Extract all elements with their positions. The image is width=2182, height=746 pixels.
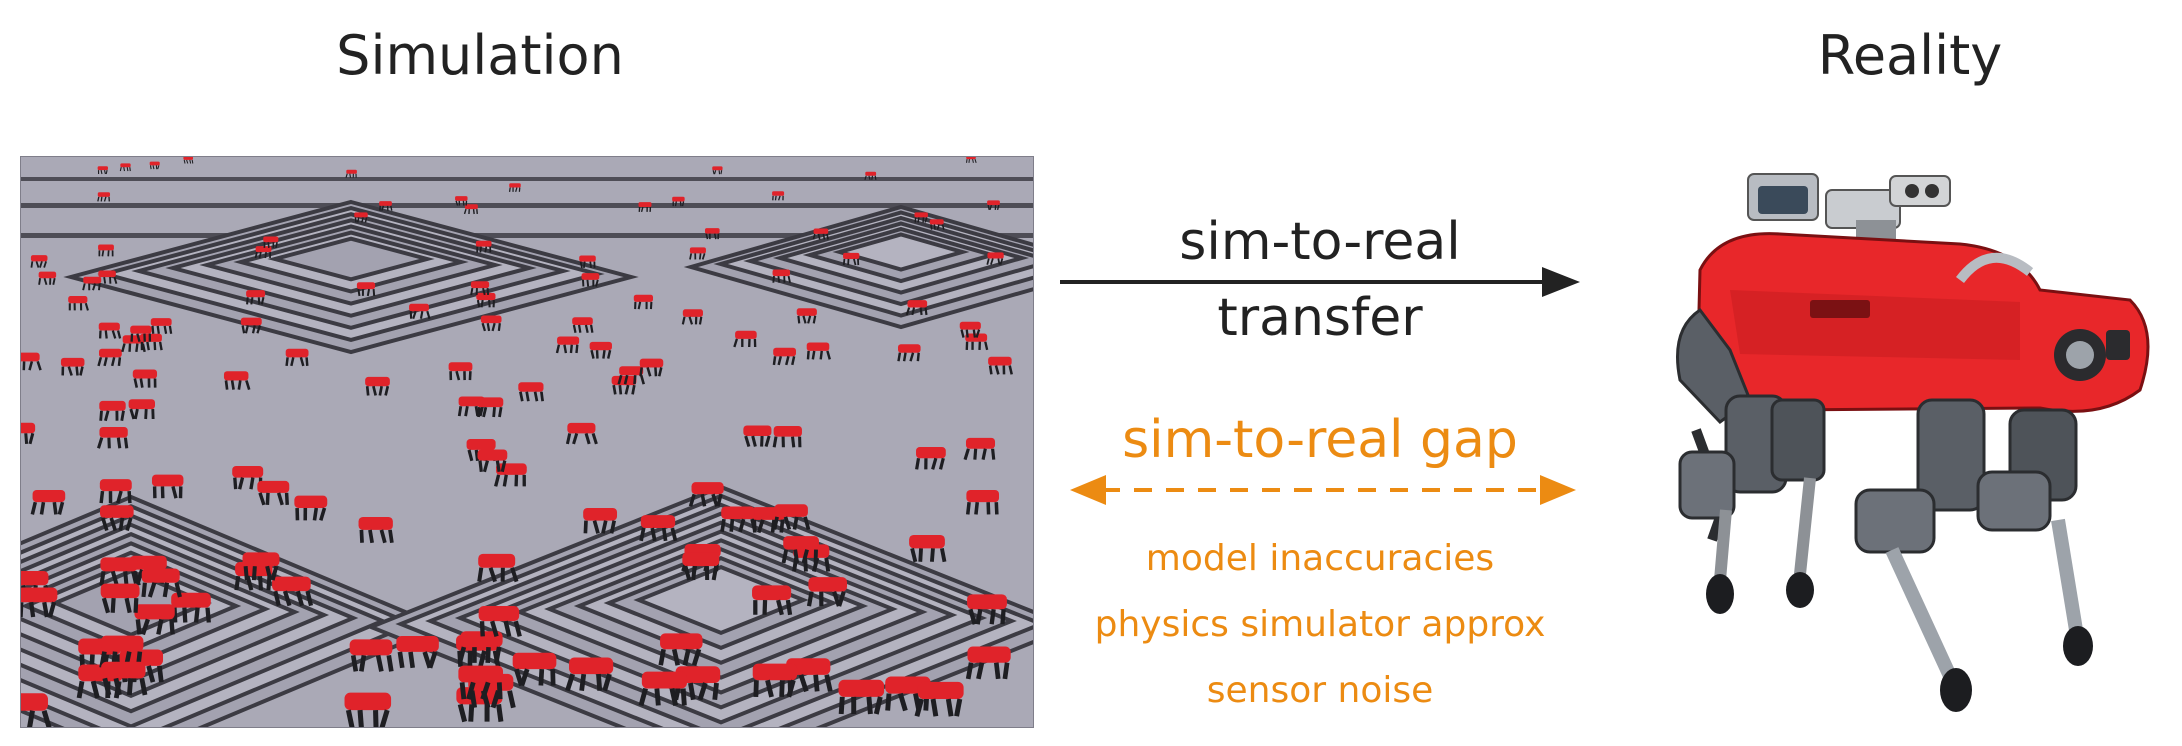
gap-item-model-inaccuracies: model inaccuracies [1145,538,1495,579]
simulation-title: Simulation [336,24,624,87]
transfer-arrow [1060,267,1580,297]
gap-arrow [1070,475,1576,505]
gap-title: sim-to-real gap [1122,410,1518,470]
gap-item-sensor-noise: sensor noise [1206,670,1434,711]
transfer-label-line1: sim-to-real [1179,212,1461,272]
gap-item-physics-simulator: physics simulator approx [1094,604,1546,645]
reality-title: Reality [1817,24,2003,87]
transfer-label-line2: transfer [1217,288,1423,348]
simulation-image [20,156,1034,728]
reality-robot-image [1660,160,2160,720]
